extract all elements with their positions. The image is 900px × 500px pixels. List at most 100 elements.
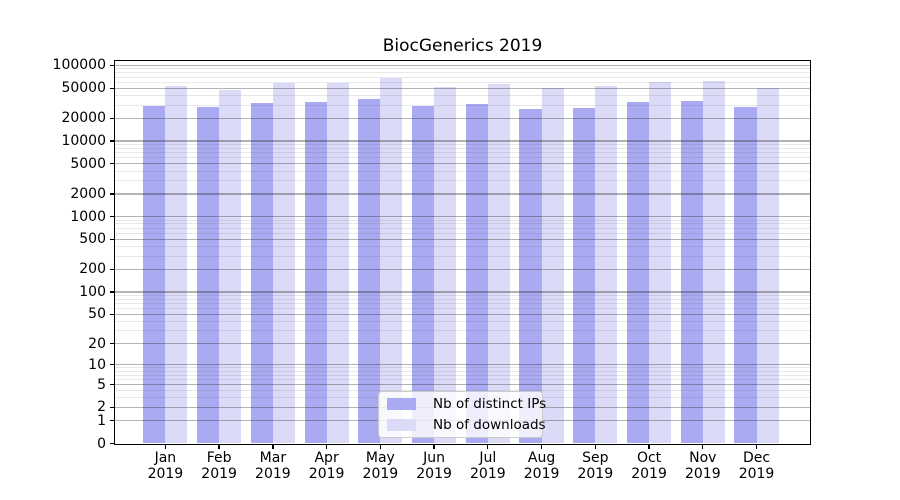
y-axis-tick-label: 20 — [88, 335, 106, 352]
major-gridline — [115, 364, 810, 366]
minor-gridline — [115, 223, 810, 225]
minor-gridline — [115, 255, 810, 257]
y-axis-tick — [109, 140, 115, 142]
y-axis-tick — [109, 384, 115, 386]
y-axis-tick — [109, 238, 115, 241]
x-axis-tick-label: May 2019 — [352, 450, 408, 482]
y-axis-tick-label: 50 — [88, 306, 106, 323]
x-axis-tick-label: Nov 2019 — [675, 450, 731, 482]
y-axis-tick-label: 1 — [97, 412, 106, 429]
minor-gridline — [115, 370, 810, 372]
y-axis-tick — [109, 420, 115, 422]
bar-downloads-jul — [487, 83, 510, 444]
x-tick-year: 2019 — [255, 465, 291, 482]
minor-gridline — [115, 95, 810, 97]
minor-gridline — [115, 232, 810, 234]
minor-gridline — [115, 308, 810, 310]
minor-gridline — [115, 374, 810, 376]
bar-downloads-dec — [756, 87, 779, 444]
minor-gridline — [115, 81, 810, 83]
y-axis-tick-label: 10 — [88, 356, 106, 373]
x-tick-month: May — [365, 450, 395, 466]
plot-area — [115, 61, 810, 444]
legend: Nb of distinct IPs Nb of downloads — [378, 391, 546, 438]
y-axis-tick-label: 100 — [79, 283, 106, 300]
x-tick-year: 2019 — [147, 465, 184, 482]
bar-distinct-ips-apr — [304, 102, 327, 444]
x-tick-year: 2019 — [577, 465, 614, 482]
bar-downloads-jan — [165, 86, 188, 444]
x-axis-tick-label: Jan 2019 — [137, 450, 193, 482]
bar-distinct-ips-oct — [626, 101, 650, 444]
minor-gridline — [115, 390, 810, 392]
x-axis-tick — [325, 443, 328, 449]
major-gridline — [115, 163, 810, 165]
chart-title: BiocGenerics 2019 — [382, 36, 543, 56]
y-axis-tick — [109, 216, 115, 218]
y-axis-tick — [109, 268, 115, 271]
x-axis-tick-label: Jul 2019 — [460, 450, 516, 482]
minor-gridline — [115, 321, 810, 323]
major-gridline — [115, 117, 810, 119]
x-axis-tick — [272, 443, 274, 449]
y-axis-tick-label: 200 — [79, 261, 106, 278]
legend-swatch-downloads — [387, 418, 416, 431]
major-gridline — [115, 342, 810, 345]
minor-gridline — [115, 68, 810, 70]
x-axis-tick — [164, 443, 167, 449]
bar-distinct-ips-jul — [465, 104, 488, 444]
y-axis-tick-label: 10000 — [61, 133, 106, 150]
y-axis-tick — [109, 291, 115, 293]
minor-gridline — [115, 157, 810, 159]
bar-downloads-aug — [541, 87, 564, 444]
bar-downloads-nov — [702, 80, 725, 444]
y-axis-tick-label: 2 — [97, 399, 106, 416]
minor-gridline — [115, 144, 810, 146]
major-gridline — [115, 87, 810, 89]
bar-downloads-jun — [434, 86, 457, 444]
minor-gridline — [115, 227, 810, 229]
minor-gridline — [115, 294, 810, 296]
bar-distinct-ips-mar — [250, 102, 273, 444]
x-axis-tick — [487, 443, 489, 449]
x-tick-year: 2019 — [362, 465, 399, 482]
x-tick-month: Dec — [742, 450, 771, 466]
y-axis-tick — [109, 342, 115, 345]
x-axis-tick-label: Feb 2019 — [191, 450, 247, 482]
minor-gridline — [115, 170, 810, 172]
minor-gridline — [115, 298, 810, 300]
bar-distinct-ips-aug — [519, 109, 542, 444]
x-tick-year: 2019 — [523, 465, 560, 482]
x-axis-tick-label: Sep 2019 — [567, 450, 623, 482]
y-axis-tick-label: 1000 — [70, 208, 106, 225]
y-axis-tick — [109, 313, 115, 316]
x-axis-tick — [702, 443, 704, 449]
x-axis-tick-label: Dec 2019 — [729, 450, 785, 482]
x-tick-month: Apr — [314, 450, 339, 466]
bar-distinct-ips-jan — [143, 105, 166, 444]
x-tick-year: 2019 — [684, 465, 721, 482]
x-tick-year: 2019 — [631, 465, 667, 482]
x-tick-month: Feb — [206, 450, 232, 466]
minor-gridline — [115, 379, 810, 381]
major-gridline — [115, 291, 810, 293]
bar-downloads-oct — [649, 81, 672, 444]
bar-distinct-ips-nov — [680, 100, 703, 444]
bar-downloads-feb — [219, 89, 242, 444]
x-tick-month: Nov — [689, 450, 717, 466]
y-axis-tick — [109, 64, 115, 67]
minor-gridline — [115, 152, 810, 154]
x-axis-tick-label: Aug 2019 — [514, 450, 570, 482]
minor-gridline — [115, 303, 810, 305]
minor-gridline — [115, 104, 810, 106]
y-axis-tick — [109, 87, 115, 89]
bar-downloads-mar — [272, 83, 295, 444]
x-axis-tick — [540, 443, 543, 449]
legend-entry-downloads: Nb of downloads — [387, 415, 546, 436]
x-axis-tick — [379, 443, 381, 449]
x-tick-month: Mar — [259, 450, 287, 466]
minor-gridline — [115, 219, 810, 221]
bar-distinct-ips-dec — [734, 107, 757, 444]
x-tick-month: Aug — [527, 450, 556, 466]
